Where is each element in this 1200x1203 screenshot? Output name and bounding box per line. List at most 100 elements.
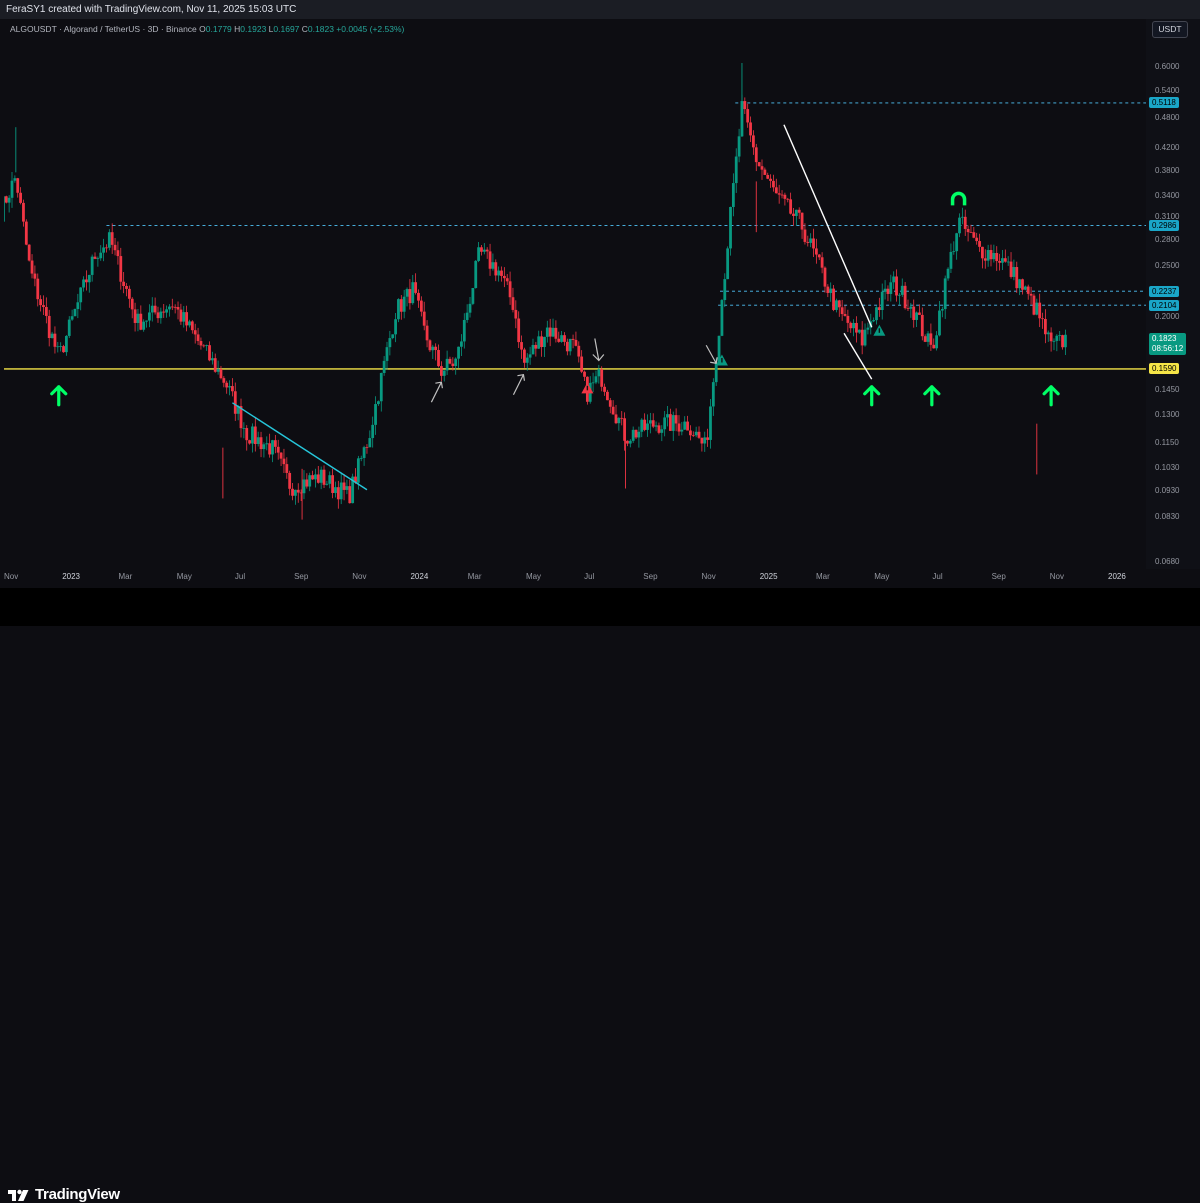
candle-body [356,458,360,483]
candle-body [786,198,790,200]
candle-body [379,372,383,402]
candle-body [279,452,283,459]
candle-body [814,248,818,255]
candle-body [660,429,664,433]
candle-body [975,237,979,242]
trendline-2[interactable] [783,124,873,328]
candle-body [626,440,629,444]
symbol-legend[interactable]: ALGOUSDT · Algorand / TetherUS · 3D · Bi… [10,24,404,34]
candle-body [437,349,440,367]
chart-pane[interactable] [0,19,1146,569]
candle-body [296,489,300,493]
candle-body [583,371,586,377]
up-arrow-icon[interactable] [1042,385,1060,407]
candle-body [637,431,641,438]
candle-body [119,256,123,282]
candle-body [491,262,495,269]
candle-body [391,334,395,339]
candle-body [488,251,492,269]
candle-body [920,314,924,337]
candle-body [832,288,835,310]
candle-body [451,363,455,367]
candle-body [482,249,486,252]
price-tag-0.5118[interactable]: 0.5118 [1149,97,1179,109]
up-arrow-icon[interactable] [50,385,68,407]
drawn-arrow-icon[interactable] [592,338,605,362]
candle-body [880,291,884,311]
candle-body [737,136,741,157]
candle-body [694,431,698,436]
candle-body [603,386,606,392]
candle-body [116,250,120,257]
candle-body [749,122,752,136]
candle-body [371,424,375,439]
candle-body [543,336,546,348]
candle-body [505,278,509,282]
candle-body [462,319,466,342]
candle-body [439,366,443,376]
candle-body [783,194,787,199]
candle-body [723,279,727,301]
candle-body [159,311,163,319]
currency-button[interactable]: USDT [1152,21,1188,38]
price-tag-0.2104[interactable]: 0.2104 [1149,299,1180,311]
trendline-3[interactable] [843,332,873,380]
candle-body [534,344,538,349]
price-chart[interactable] [0,19,1146,569]
candle-body [1032,295,1036,315]
candle-body [33,273,37,279]
candle-body [892,276,896,283]
high-value: 0.1923 [240,24,267,34]
candle-body [185,312,189,326]
candle-body [998,261,1001,263]
candle-body [835,300,838,310]
time-axis[interactable]: Nov 2023 Mar May Jul Sep Nov 2024 Mar May Jul Sep No… [4,569,1146,586]
candle-body [299,492,303,494]
candle-body [866,327,870,330]
candle-body [691,435,695,437]
candle-body [935,335,939,349]
candle-body [291,488,294,496]
drawn-arrow-icon[interactable] [705,344,718,364]
close-label: C [301,24,308,34]
candle-body [620,417,624,419]
price-tag-0.2237[interactable]: 0.2237 [1149,285,1180,297]
up-arrow-icon[interactable] [923,385,941,407]
candle-body [259,437,263,450]
candle-body [709,406,712,440]
drawn-arrow-icon[interactable] [512,374,526,395]
candle-body [792,213,795,216]
candle-body [1015,267,1019,289]
low-label: L [268,24,274,34]
candle-body [73,309,77,317]
candle-body [565,341,569,352]
candle-body [139,313,143,330]
price-tick-label: 0.6000 [1155,61,1180,71]
candles [0,94,1067,509]
candle-body [857,329,861,333]
candle-body [434,346,438,350]
price-tag-0.2986[interactable]: 0.2986 [1149,220,1180,232]
up-arrow-icon[interactable] [863,385,881,407]
tradingview-logo[interactable]: TradingView [8,1186,120,1203]
candle-body [233,391,237,414]
candle-body [156,312,160,319]
candle-body [972,232,976,238]
magnet-icon[interactable] [950,191,967,206]
candle-body [528,354,532,358]
candle-body [1049,332,1053,342]
drawn-arrow-icon[interactable] [430,381,443,403]
price-tag-0.1590[interactable]: 0.1590 [1149,363,1180,375]
candle-body [345,486,349,490]
candle-body [860,329,864,346]
candle-body [829,288,833,294]
candle-body [663,417,667,430]
candle-body [995,253,999,262]
current-price-badge[interactable]: 0.1823 08:56:12 [1149,332,1187,355]
time-tick-label: 2026 [1108,572,1126,581]
candle-body [697,431,701,438]
candle-body [231,386,234,392]
candle-body [460,341,463,347]
trendline-1[interactable] [232,402,368,491]
open-label: O [199,24,206,34]
